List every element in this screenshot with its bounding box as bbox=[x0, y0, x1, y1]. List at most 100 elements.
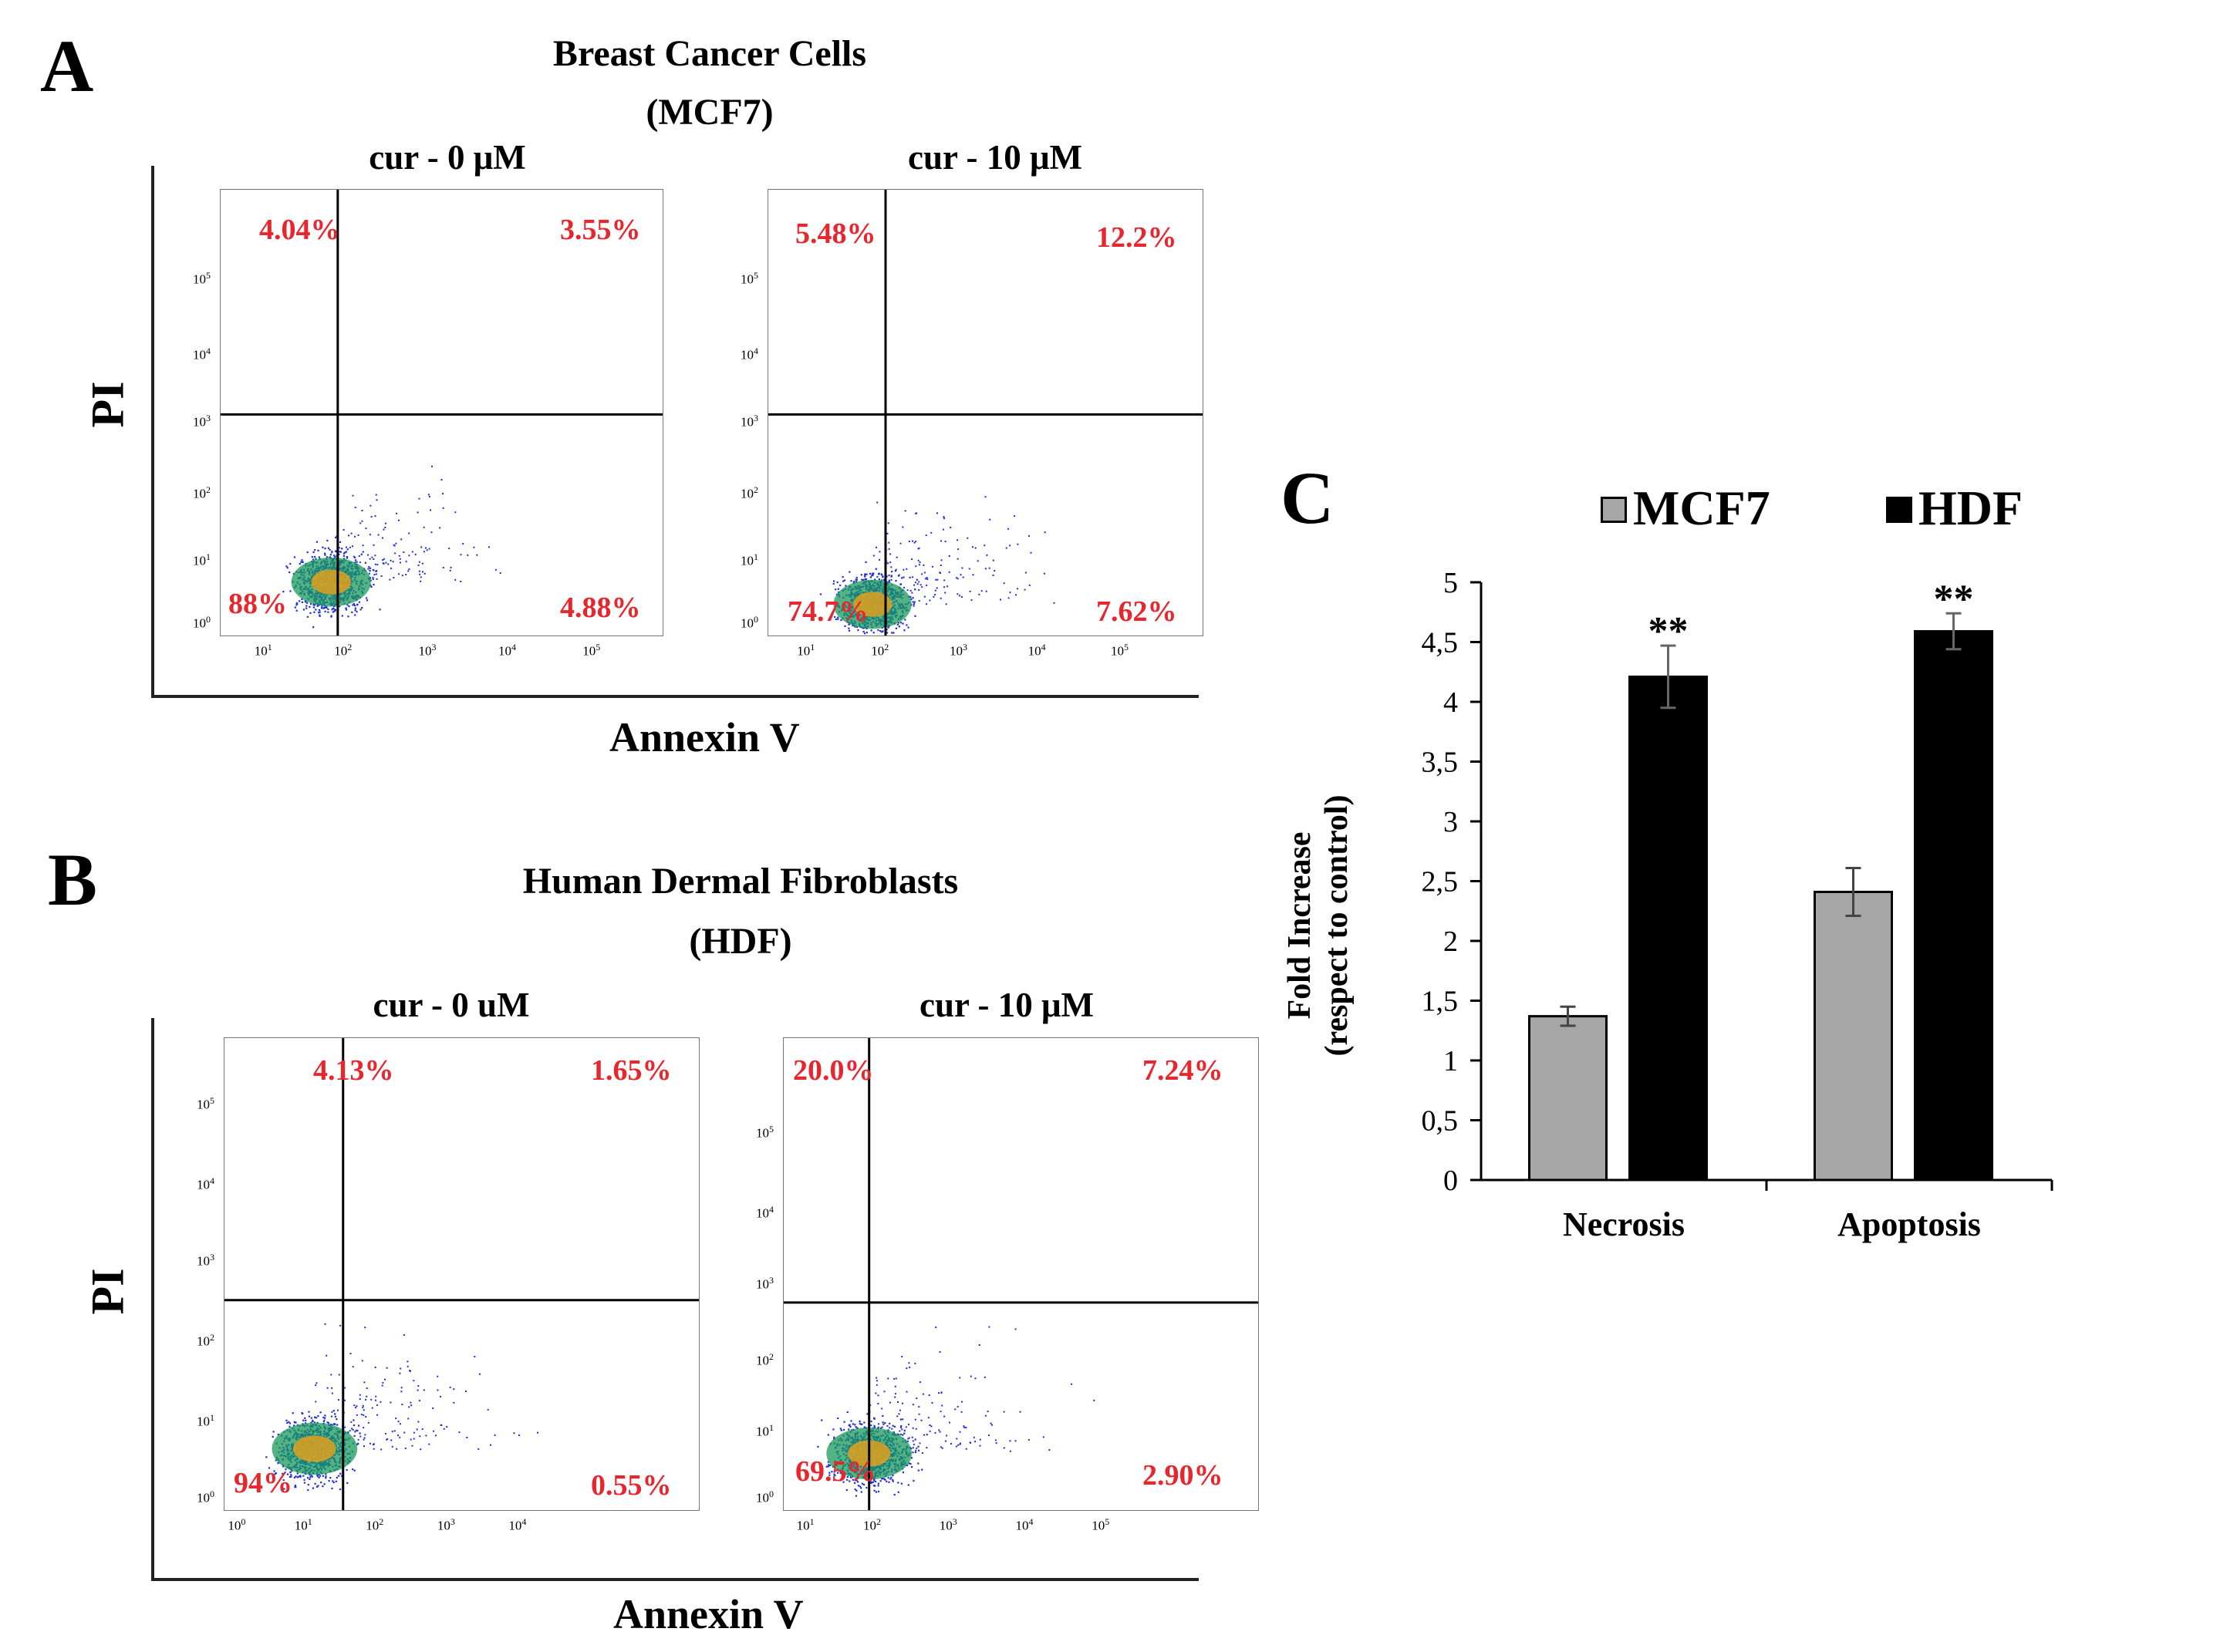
flow-event-dot bbox=[334, 609, 336, 612]
y-tick-label: 100 bbox=[756, 1488, 774, 1505]
flow-event-dot bbox=[423, 572, 426, 575]
flow-event-dot bbox=[827, 1434, 829, 1436]
flow-event-dot bbox=[332, 1424, 334, 1426]
flow-event-dot bbox=[401, 1404, 403, 1406]
flow-event-dot bbox=[970, 1375, 972, 1377]
flow-event-dot bbox=[285, 565, 288, 568]
flow-plot-a2: 5.48% 12.2% 74.7% 7.62% 101 102 103 104 105 1… bbox=[741, 189, 1203, 659]
flow-event-dot bbox=[407, 1365, 409, 1367]
flow-event-dot bbox=[897, 575, 900, 577]
legend-swatch-mcf7 bbox=[1601, 497, 1627, 523]
flow-event-dot bbox=[1014, 515, 1016, 518]
flow-event-dot bbox=[288, 1422, 292, 1424]
flow-event-dot bbox=[957, 558, 959, 560]
flow-event-dot bbox=[929, 599, 931, 602]
flow-event-dot bbox=[478, 1373, 481, 1375]
flow-event-dot bbox=[326, 1421, 329, 1424]
y-tick-label: 2 bbox=[1443, 925, 1458, 958]
flow-event-dot bbox=[290, 1475, 292, 1478]
flow-event-dot bbox=[323, 1483, 326, 1485]
flow-event-dot bbox=[346, 548, 349, 551]
flow-event-dot bbox=[837, 618, 839, 620]
flow-event-dot bbox=[957, 578, 959, 580]
flow-event-dot bbox=[870, 1482, 872, 1485]
density-core-high bbox=[293, 1435, 336, 1462]
flow-event-dot bbox=[866, 1413, 869, 1415]
flow-event-dot bbox=[354, 507, 356, 508]
flow-event-dot bbox=[876, 501, 879, 504]
flow-event-dot bbox=[370, 516, 373, 518]
panel-a-condition-1: cur - 10 μM bbox=[908, 138, 1082, 177]
x-tick-label: 103 bbox=[437, 1516, 455, 1533]
flow-event-dot bbox=[984, 1376, 986, 1378]
flow-event-dot bbox=[915, 565, 917, 568]
flow-event-dot bbox=[967, 537, 969, 539]
flow-event-dot bbox=[861, 1482, 863, 1485]
flow-event-dot bbox=[299, 600, 301, 602]
flow-event-dot bbox=[368, 566, 370, 568]
flow-event-dot bbox=[361, 520, 363, 522]
flow-event-dot bbox=[969, 1441, 971, 1444]
flow-event-dot bbox=[425, 1435, 427, 1437]
flow-event-dot bbox=[330, 615, 332, 618]
flow-event-dot bbox=[333, 555, 336, 557]
flow-event-dot bbox=[837, 616, 839, 619]
flow-event-dot bbox=[282, 1472, 284, 1475]
flow-event-dot bbox=[884, 1422, 886, 1424]
panel-a-letter: A bbox=[40, 25, 94, 107]
flow-event-dot bbox=[915, 512, 917, 514]
flow-event-dot bbox=[352, 604, 354, 606]
flow-event-dot bbox=[1030, 551, 1032, 554]
flow-event-dot bbox=[346, 556, 349, 558]
flow-event-dot bbox=[367, 1421, 369, 1424]
flow-event-dot bbox=[376, 1414, 378, 1416]
flow-event-dot bbox=[882, 576, 884, 578]
flow-event-dot bbox=[312, 1487, 314, 1489]
flow-event-dot bbox=[926, 585, 928, 587]
flow-event-dot bbox=[372, 577, 374, 579]
flow-event-dot bbox=[1019, 1411, 1021, 1413]
flow-event-dot bbox=[306, 1477, 309, 1479]
flow-event-dot bbox=[849, 1476, 852, 1478]
x-tick-label: 102 bbox=[871, 642, 889, 659]
flow-event-dot bbox=[335, 551, 337, 553]
flow-event-dot bbox=[916, 1447, 918, 1449]
flow-event-dot bbox=[840, 619, 842, 622]
panel-b-bottom-axis bbox=[151, 1578, 1199, 1581]
flow-event-dot bbox=[836, 581, 838, 584]
flow-event-dot bbox=[872, 572, 875, 575]
flow-event-dot bbox=[359, 561, 361, 564]
flow-event-dot bbox=[373, 1443, 375, 1445]
flow-event-dot bbox=[354, 614, 356, 616]
flow-event-dot bbox=[359, 609, 362, 611]
density-core-high bbox=[311, 569, 352, 595]
flow-event-dot bbox=[449, 569, 451, 571]
flow-event-dot bbox=[928, 1394, 930, 1396]
flow-event-dot bbox=[903, 568, 905, 571]
flow-event-dot bbox=[894, 1393, 896, 1395]
flow-event-dot bbox=[855, 1489, 858, 1492]
flow-event-dot bbox=[941, 1404, 943, 1407]
flow-event-dot bbox=[862, 578, 865, 582]
flow-event-dot bbox=[274, 1473, 276, 1475]
flow-event-dot bbox=[923, 595, 926, 598]
flow-event-dot bbox=[277, 1462, 279, 1465]
flow-event-dot bbox=[291, 1470, 293, 1472]
flow-event-dot bbox=[314, 555, 316, 558]
flow-event-dot bbox=[902, 1471, 904, 1474]
flow-event-dot bbox=[895, 580, 897, 582]
flow-event-dot bbox=[848, 623, 850, 625]
flow-event-dot bbox=[394, 552, 396, 555]
flow-event-dot bbox=[272, 1431, 275, 1433]
panel-b-x-axis-label: Annexin V bbox=[613, 1591, 804, 1637]
flow-event-dot bbox=[899, 583, 902, 585]
flow-plot-b1: 4.13% 1.65% 94% 0.55% 100 101 102 103 104 100… bbox=[197, 1037, 700, 1533]
flow-event-dot bbox=[893, 1377, 896, 1380]
flow-event-dot bbox=[411, 1445, 413, 1447]
flow-event-dot bbox=[425, 547, 427, 549]
flow-event-dot bbox=[887, 522, 889, 524]
flow-event-dot bbox=[912, 1427, 914, 1429]
flow-event-dot bbox=[331, 1392, 333, 1394]
flow-event-dot bbox=[856, 626, 859, 629]
flow-event-dot bbox=[346, 557, 349, 559]
